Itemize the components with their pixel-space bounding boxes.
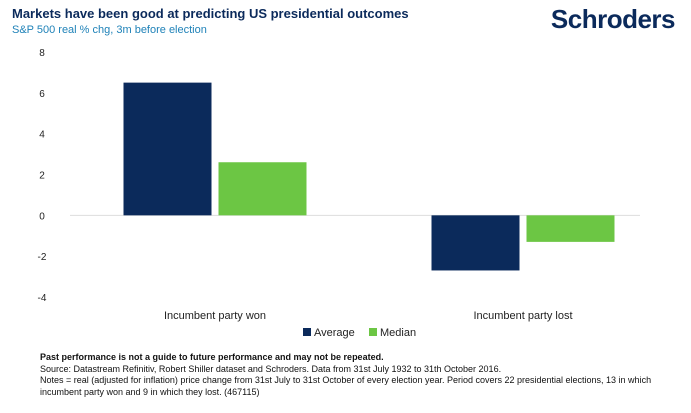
chart-subtitle: S&P 500 real % chg, 3m before election [12, 24, 207, 36]
y-tick-label: -2 [38, 252, 47, 263]
x-category-label: Incumbent party lost [473, 310, 572, 322]
legend-swatch-median [369, 328, 377, 336]
bar-chart: 8 6 4 2 0 -2 -4 Incumbent party won Incumbent pa… [38, 48, 640, 339]
y-tick-label: 4 [39, 130, 45, 141]
x-category-label: Incumbent party won [164, 310, 266, 322]
legend-label-median: Median [380, 327, 416, 339]
y-tick-label: 6 [39, 89, 45, 100]
chart-title: Markets have been good at predicting US … [12, 6, 409, 21]
legend-swatch-average [303, 328, 311, 336]
bar-average [431, 215, 520, 271]
disclaimer-text: Past performance is not a guide to futur… [40, 352, 384, 362]
bar-median [218, 162, 307, 216]
y-tick-label: -4 [38, 293, 47, 304]
y-tick-label: 2 [39, 171, 45, 182]
y-tick-label: 0 [39, 211, 45, 222]
legend-label-average: Average [314, 327, 355, 339]
footnotes: Past performance is not a guide to futur… [40, 352, 680, 398]
notes-text: Notes = real (adjusted for inflation) pr… [40, 375, 652, 397]
bar-average [123, 82, 212, 216]
bar-median [526, 215, 615, 242]
y-tick-label: 8 [39, 48, 45, 59]
schroders-logo: Schroders [550, 4, 676, 34]
source-text: Source: Datastream Refinitiv, Robert Shi… [40, 363, 502, 374]
